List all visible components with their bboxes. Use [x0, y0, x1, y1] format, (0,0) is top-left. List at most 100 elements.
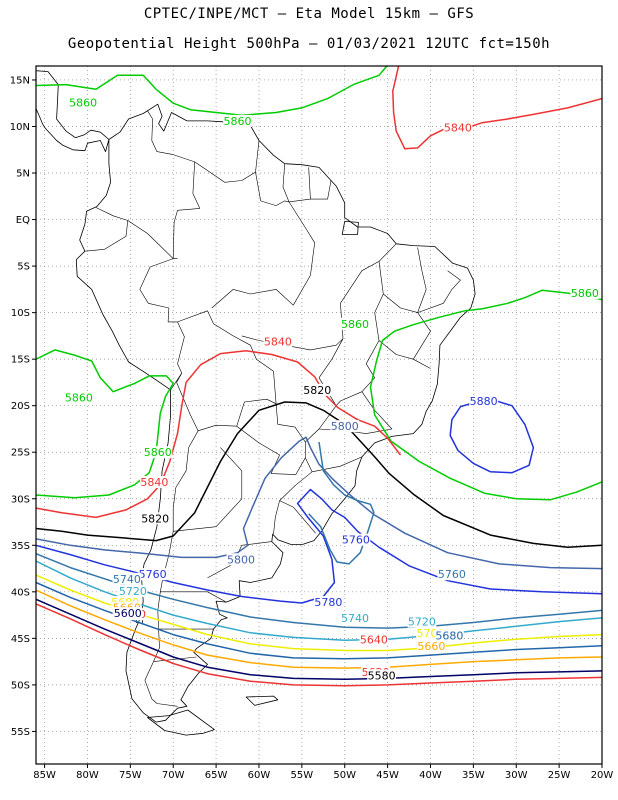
country-border [279, 457, 316, 534]
axis-ticks: 15N 10N 5N EQ 5S 10S 15S 20S 25S 30S 35S 40S 45S 50S 5… [10, 75, 614, 781]
lat-tick-label: 20S [11, 401, 30, 412]
country-border [194, 140, 260, 183]
lat-tick-label: 45S [11, 634, 30, 645]
lat-tick-label: 35S [11, 541, 30, 552]
contour-label: 5840 [140, 476, 168, 489]
lon-tick-label: 35W [462, 770, 485, 781]
contour-label: 5860 [224, 115, 252, 128]
contour-label: 5600 [114, 607, 142, 620]
isoline-5800 [36, 436, 602, 570]
country-border [255, 172, 290, 206]
lat-tick-label: 30S [11, 494, 30, 505]
contour-label: 5760 [438, 568, 466, 581]
country-border [172, 208, 200, 259]
contour-label: 5760 [342, 534, 370, 547]
contour-label-bg [113, 607, 143, 620]
country-border [236, 425, 306, 475]
contour-label-bg [226, 553, 256, 566]
island-coastline [245, 695, 279, 706]
contour-label: 5800 [331, 420, 359, 433]
island-coastline [147, 709, 215, 736]
contour-label-bg [434, 629, 464, 642]
country-border [340, 243, 397, 339]
lon-tick-label: 30W [505, 770, 528, 781]
country-border [275, 403, 306, 458]
country-border [127, 220, 174, 259]
lon-tick-label: 50W [333, 770, 356, 781]
contour-label: 5840 [444, 121, 472, 134]
contour-label: 5720 [408, 616, 436, 629]
contour-label: 5860 [144, 446, 172, 459]
isoline-5860 [36, 349, 174, 499]
lon-tick-label: 55W [291, 770, 314, 781]
lon-tick-label: 75W [119, 770, 142, 781]
contour-label-bg [302, 383, 332, 396]
country-border [173, 447, 243, 532]
lat-tick-label: 15S [11, 355, 30, 366]
contour-label: 5880 [470, 395, 498, 408]
contour-label-bg [416, 639, 446, 652]
country-border [139, 258, 185, 391]
contour-label-bg [359, 633, 389, 646]
isoline-5860 [369, 289, 602, 501]
chart-title-line1: CPTEC/INPE/MCT – Eta Model 15km – GFS [143, 6, 475, 22]
country-border [147, 110, 201, 209]
contour-label-bg [341, 533, 371, 546]
lon-tick-label: 25W [548, 770, 571, 781]
contour-label-bg [139, 476, 169, 489]
country-border [383, 293, 418, 313]
country-border [241, 335, 344, 351]
contour-label-bg [443, 121, 473, 134]
isoline-5780 [36, 488, 602, 604]
contour-label-bg [112, 572, 142, 585]
contour-label-bg [340, 611, 370, 624]
contour-label: 5580 [368, 670, 396, 683]
contour-label: 5740 [341, 612, 369, 625]
lat-tick-label: 25S [11, 448, 30, 459]
country-border [153, 656, 197, 662]
lat-tick-label: 40S [11, 587, 30, 598]
lat-tick-label: 50S [11, 680, 30, 691]
contour-label-bg [340, 317, 370, 330]
country-border [335, 391, 363, 406]
country-border [273, 500, 280, 535]
isoline-5600 [36, 603, 602, 687]
contour-label-bg [367, 669, 397, 682]
contour-label: 5820 [303, 384, 331, 397]
country-border [310, 180, 332, 200]
lat-tick-label: 5N [16, 169, 30, 180]
lon-tick-label: 80W [76, 770, 99, 781]
contour-label: 5640 [360, 633, 388, 646]
contour-label-bg [223, 114, 252, 127]
coastline-central-america-pacific [36, 107, 110, 152]
contour-label-bg [570, 287, 600, 300]
contour-labels: 5860 5860 5860 5860 5860 5860 5840 5840 5840 5640… [64, 96, 600, 683]
lon-tick-label: 40W [419, 770, 442, 781]
contour-label: 5740 [113, 573, 141, 586]
lon-tick-label: 65W [205, 770, 228, 781]
contour-label: 5840 [264, 335, 292, 348]
isoline-5740 [36, 560, 602, 641]
isoline-5840 [36, 350, 402, 519]
contour-label-bg [314, 596, 343, 609]
lat-tick-label: 55S [11, 727, 30, 738]
chart-title-line2: Geopotential Height 500hPa – 01/03/2021 … [67, 36, 551, 52]
contour-label: 5760 [139, 568, 167, 581]
country-border [211, 289, 294, 309]
country-border [417, 247, 427, 313]
lon-tick-label: 45W [376, 770, 399, 781]
map-frame [35, 65, 603, 765]
coastline-central-america [36, 70, 110, 140]
contour-label: 5860 [65, 391, 93, 404]
isoline-5780 [449, 398, 535, 474]
isoline-5660 [36, 589, 602, 669]
country-border [413, 270, 461, 360]
lon-tick-label: 20W [591, 770, 614, 781]
contour-label: 5860 [69, 96, 97, 109]
lat-tick-label: EQ [16, 215, 30, 226]
lon-tick-label: 70W [162, 770, 185, 781]
country-border [282, 163, 311, 203]
country-border [378, 340, 431, 369]
contour-label-bg [143, 446, 173, 459]
